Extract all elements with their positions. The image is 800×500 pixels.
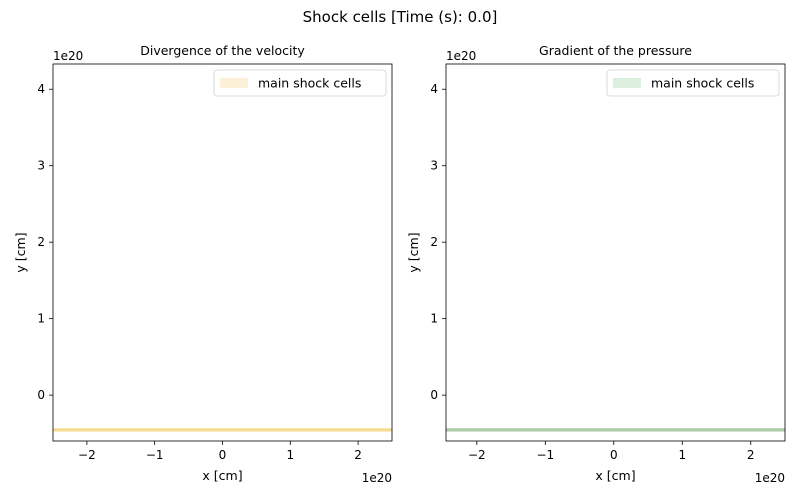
y-tick-label: 1 bbox=[37, 312, 45, 326]
legend-swatch bbox=[613, 78, 641, 88]
chart-panel-1: −2 −1 0 1 2 0 1 2 3 4 1e20 1e20 Divergence of the ve… bbox=[13, 43, 393, 485]
x-tick-label: 0 bbox=[219, 448, 227, 462]
x-tick-label: 0 bbox=[610, 448, 618, 462]
x-axis-label: x [cm] bbox=[595, 468, 635, 483]
y-tick-label: 3 bbox=[430, 159, 438, 173]
y-axis-label: y [cm] bbox=[406, 232, 421, 272]
y-tick-label: 3 bbox=[37, 159, 45, 173]
series-band-1 bbox=[446, 428, 785, 432]
legend-box bbox=[213, 69, 387, 97]
axes-title: Gradient of the pressure bbox=[539, 43, 692, 58]
y-offset-label: 1e20 bbox=[53, 49, 83, 63]
x-tick-label: 1 bbox=[286, 448, 294, 462]
axes-frame bbox=[445, 63, 786, 442]
x-tick-label: −1 bbox=[146, 448, 164, 462]
x-tick-label: 1 bbox=[678, 448, 686, 462]
axes-frame bbox=[52, 63, 393, 442]
x-tick-label: −1 bbox=[536, 448, 554, 462]
x-tick-label: 2 bbox=[747, 448, 755, 462]
x-tick-label: 2 bbox=[354, 448, 362, 462]
y-offset-label: 1e20 bbox=[446, 49, 476, 63]
y-tick-label: 4 bbox=[430, 82, 438, 96]
x-tick-label: −2 bbox=[468, 448, 486, 462]
x-tick-label: −2 bbox=[78, 448, 96, 462]
legend: main shock cells bbox=[213, 69, 387, 97]
axes-title: Divergence of the velocity bbox=[140, 43, 305, 58]
legend-swatch bbox=[220, 78, 248, 88]
y-axis-label: y [cm] bbox=[13, 232, 28, 272]
x-offset-label: 1e20 bbox=[755, 471, 785, 485]
y-tick-label: 0 bbox=[430, 388, 438, 402]
y-tick-label: 4 bbox=[37, 82, 45, 96]
y-tick-label: 1 bbox=[430, 312, 438, 326]
x-offset-label: 1e20 bbox=[362, 471, 392, 485]
y-tick-label: 2 bbox=[37, 235, 45, 249]
legend-box bbox=[606, 69, 780, 97]
x-axis-label: x [cm] bbox=[202, 468, 242, 483]
chart-panel-2: −2 −1 0 1 2 0 1 2 3 4 1e20 1e20 Gradient of the pres… bbox=[406, 43, 786, 485]
legend-label: main shock cells bbox=[258, 76, 361, 91]
y-tick-label: 2 bbox=[430, 235, 438, 249]
legend-label: main shock cells bbox=[651, 76, 754, 91]
legend: main shock cells bbox=[606, 69, 780, 97]
figure-suptitle: Shock cells [Time (s): 0.0] bbox=[303, 8, 498, 26]
series-band-1 bbox=[53, 428, 392, 432]
y-tick-label: 0 bbox=[37, 388, 45, 402]
